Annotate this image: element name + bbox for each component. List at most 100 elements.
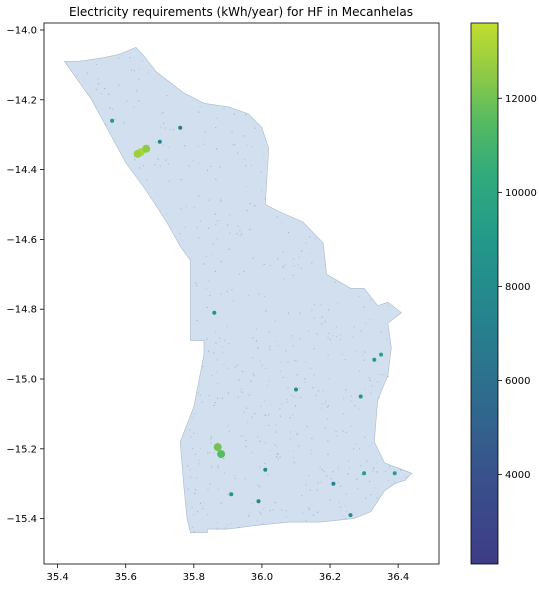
settlement-speck <box>286 516 288 518</box>
settlement-speck <box>184 226 186 228</box>
settlement-speck <box>360 330 362 332</box>
hotspot-point <box>110 118 115 123</box>
settlement-speck <box>261 364 263 366</box>
settlement-speck <box>165 159 167 161</box>
settlement-speck <box>387 305 389 307</box>
settlement-speck <box>236 233 238 235</box>
settlement-speck <box>287 387 289 389</box>
settlement-speck <box>251 146 253 148</box>
settlement-speck <box>389 466 391 468</box>
settlement-speck <box>384 470 387 472</box>
settlement-speck <box>232 300 235 302</box>
y-tick-label: −14.0 <box>6 25 37 36</box>
settlement-speck <box>215 127 217 129</box>
settlement-speck <box>269 450 272 452</box>
settlement-speck <box>250 164 252 167</box>
settlement-speck <box>138 78 140 80</box>
settlement-speck <box>386 338 388 340</box>
settlement-speck <box>248 394 250 396</box>
settlement-speck <box>198 195 200 197</box>
settlement-speck <box>290 337 292 339</box>
settlement-speck <box>162 111 164 114</box>
settlement-speck <box>147 72 149 74</box>
settlement-speck <box>185 206 187 208</box>
settlement-speck <box>265 310 267 312</box>
x-tick-label: 36.2 <box>319 572 341 583</box>
settlement-speck <box>358 370 361 372</box>
settlement-speck <box>197 391 199 393</box>
hotspot-point <box>213 443 222 452</box>
y-tick-label: −15.4 <box>6 514 37 525</box>
settlement-speck <box>320 304 322 306</box>
settlement-speck <box>348 460 350 462</box>
settlement-speck <box>133 70 135 72</box>
settlement-speck <box>323 470 325 472</box>
settlement-speck <box>214 270 216 272</box>
settlement-speck <box>223 472 225 474</box>
settlement-speck <box>316 333 318 335</box>
settlement-speck <box>336 435 338 437</box>
y-tick-label: −14.6 <box>6 235 37 246</box>
settlement-speck <box>312 514 315 516</box>
settlement-speck <box>244 478 246 480</box>
settlement-speck <box>319 466 321 468</box>
settlement-speck <box>342 413 345 415</box>
settlement-speck <box>292 414 294 416</box>
settlement-speck <box>215 342 217 344</box>
settlement-speck <box>207 452 209 454</box>
settlement-speck <box>229 232 231 234</box>
settlement-speck <box>249 203 251 205</box>
settlement-speck <box>169 128 171 130</box>
settlement-speck <box>228 214 231 216</box>
settlement-speck <box>266 385 268 387</box>
settlement-speck <box>373 467 375 469</box>
settlement-speck <box>210 436 212 438</box>
settlement-speck <box>324 320 326 323</box>
hotspot-point <box>229 492 234 497</box>
settlement-speck <box>201 401 203 403</box>
settlement-speck <box>265 414 267 417</box>
settlement-speck <box>299 312 301 314</box>
settlement-speck <box>369 319 371 321</box>
colorbar-tick-label: 8000 <box>505 282 530 293</box>
hotspot-point <box>256 499 261 504</box>
settlement-speck <box>374 487 376 489</box>
hotspot-point <box>362 471 367 476</box>
settlement-speck <box>173 129 175 131</box>
settlement-speck <box>285 350 287 352</box>
settlement-speck <box>195 282 197 284</box>
settlement-speck <box>215 331 217 333</box>
settlement-speck <box>355 350 357 352</box>
settlement-speck <box>241 233 243 235</box>
settlement-speck <box>208 350 210 352</box>
settlement-speck <box>289 438 292 440</box>
settlement-speck <box>318 390 320 392</box>
settlement-speck <box>196 285 198 287</box>
settlement-speck <box>198 463 200 465</box>
settlement-speck <box>267 474 269 476</box>
settlement-speck <box>263 508 265 510</box>
settlement-speck <box>231 289 233 291</box>
settlement-speck <box>388 479 390 481</box>
settlement-speck <box>334 281 336 283</box>
settlement-speck <box>245 439 247 441</box>
settlement-speck <box>191 447 194 450</box>
settlement-speck <box>226 290 228 292</box>
settlement-speck <box>292 258 295 260</box>
settlement-speck <box>312 387 314 389</box>
settlement-speck <box>207 489 209 491</box>
settlement-speck <box>112 108 114 110</box>
settlement-speck <box>209 483 211 485</box>
settlement-speck <box>356 488 359 490</box>
settlement-speck <box>197 162 200 164</box>
settlement-speck <box>352 336 354 338</box>
settlement-speck <box>160 113 162 115</box>
settlement-speck <box>345 389 347 391</box>
colorbar-axis: 4000 6000 8000 10000 12000 <box>498 94 537 481</box>
settlement-speck <box>243 271 245 273</box>
settlement-speck <box>105 124 107 126</box>
settlement-speck <box>355 443 357 445</box>
settlement-speck <box>259 360 261 362</box>
y-tick-label: −15.2 <box>6 444 37 455</box>
hotspot-point <box>157 139 162 144</box>
